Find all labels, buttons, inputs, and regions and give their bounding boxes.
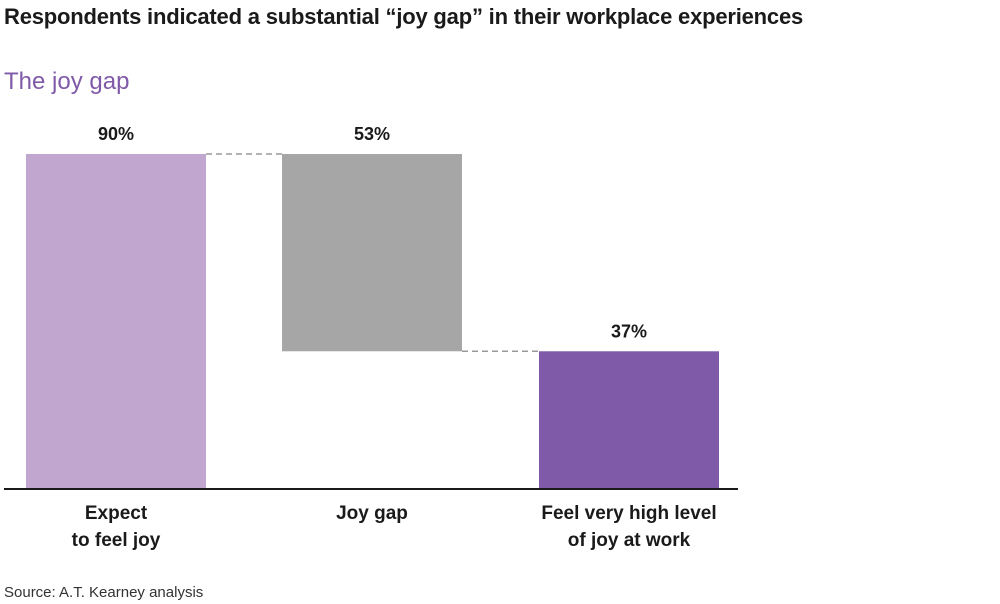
connector-lines [206,153,539,353]
category-label-group: Expect to feel joy Joy gap Feel very high l… [72,503,717,551]
bar-expect-to-feel-joy [26,154,206,489]
bar-group [26,154,719,489]
bar-joy-gap [282,154,462,352]
bar-feel-very-high-level-of-joy-at-work [539,351,719,489]
value-label-expect-to-feel-joy: 90% [98,124,134,144]
chart-headline: Respondents indicated a substantial “joy… [4,4,804,29]
value-label-group: 90% 53% 37% [98,124,647,341]
category-label-feel-very-high-level-of-joy-at-work: of joy at work [568,530,691,551]
category-label-expect-to-feel-joy: Expect [85,503,148,524]
chart-title: The joy gap [4,68,130,95]
value-label-joy-gap: 53% [354,124,390,144]
category-label-feel-very-high-level-of-joy-at-work: Feel very high level [541,503,716,524]
category-label-expect-to-feel-joy: to feel joy [72,530,161,551]
source-note: Source: A.T. Kearney analysis [4,584,204,601]
value-label-feel-very-high-level-of-joy-at-work: 37% [611,321,647,341]
category-label-joy-gap: Joy gap [336,503,408,524]
